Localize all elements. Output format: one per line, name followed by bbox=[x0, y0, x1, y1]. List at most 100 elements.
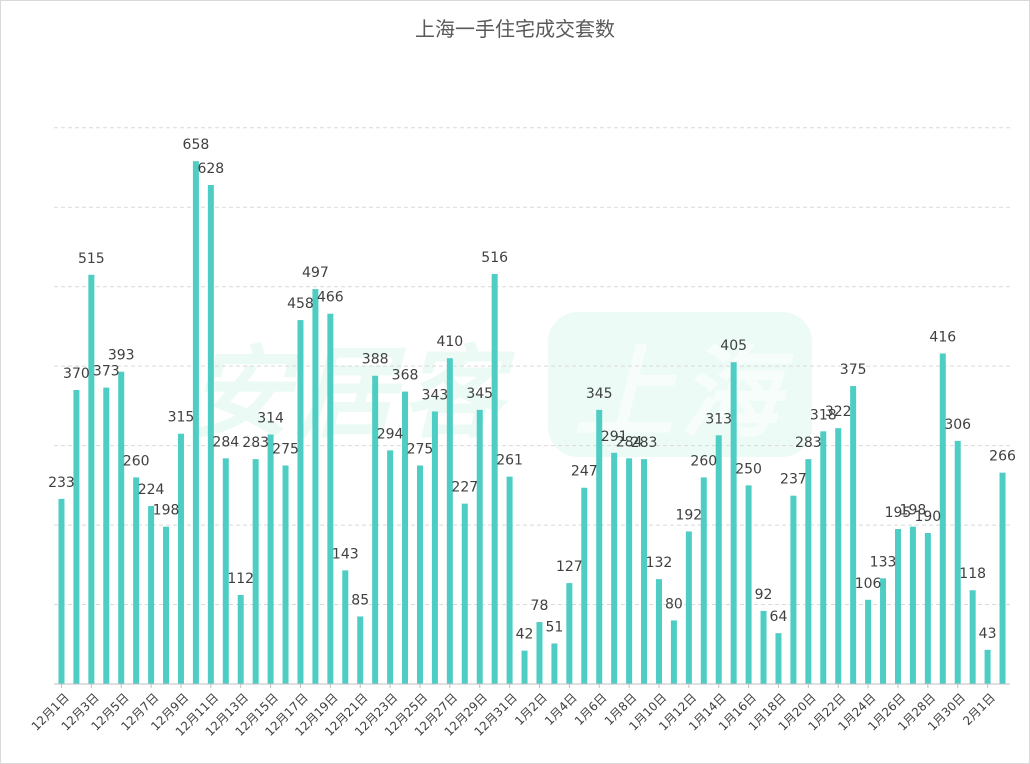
data-label: 458 bbox=[287, 296, 314, 312]
bar-12月29日[interactable] bbox=[476, 409, 483, 684]
data-label: 275 bbox=[272, 441, 299, 457]
data-label: 291 bbox=[601, 429, 628, 445]
bar-1月29日[interactable] bbox=[939, 353, 946, 684]
data-label: 294 bbox=[377, 426, 404, 442]
data-label: 497 bbox=[302, 265, 329, 281]
bar-12月28日[interactable] bbox=[461, 503, 468, 684]
bar-1月26日[interactable] bbox=[894, 529, 901, 684]
data-label: 313 bbox=[705, 411, 732, 427]
bar-1月12日[interactable] bbox=[685, 531, 692, 684]
bar-12月5日[interactable] bbox=[118, 371, 125, 684]
bar-12月26日[interactable] bbox=[431, 411, 438, 684]
bar-1月23日[interactable] bbox=[850, 386, 857, 684]
data-label: 375 bbox=[840, 362, 867, 378]
bar-12月16日[interactable] bbox=[282, 465, 289, 684]
bar-12月25日[interactable] bbox=[416, 465, 423, 684]
bar-1月1日[interactable] bbox=[521, 650, 528, 684]
bar-2月1日[interactable] bbox=[984, 649, 991, 684]
bar-12月31日[interactable] bbox=[506, 476, 513, 684]
data-label: 266 bbox=[989, 449, 1016, 465]
gridlines bbox=[54, 127, 1010, 606]
bar-12月6日[interactable] bbox=[133, 477, 140, 684]
bar-1月20日[interactable] bbox=[805, 459, 812, 684]
bar-12月21日[interactable] bbox=[357, 616, 364, 684]
bar-1月17日[interactable] bbox=[760, 610, 767, 684]
data-label: 283 bbox=[795, 435, 822, 451]
bars bbox=[58, 161, 1006, 684]
data-label: 227 bbox=[451, 480, 478, 496]
data-label: 143 bbox=[332, 546, 359, 562]
data-label: 64 bbox=[770, 609, 788, 625]
data-label: 318 bbox=[810, 407, 837, 423]
bar-1月4日[interactable] bbox=[566, 583, 573, 684]
bar-12月27日[interactable] bbox=[446, 358, 453, 684]
bar-1月7日[interactable] bbox=[611, 452, 618, 684]
data-label: 42 bbox=[516, 627, 534, 643]
bar-1月15日[interactable] bbox=[730, 362, 737, 684]
bar-12月17日[interactable] bbox=[297, 320, 304, 684]
bar-1月11日[interactable] bbox=[670, 620, 677, 684]
data-label: 250 bbox=[735, 461, 762, 477]
bar-12月10日[interactable] bbox=[192, 161, 199, 684]
bar-1月10日[interactable] bbox=[655, 579, 662, 684]
bar-1月31日[interactable] bbox=[969, 590, 976, 684]
bar-1月30日[interactable] bbox=[954, 440, 961, 684]
data-label: 92 bbox=[755, 587, 773, 603]
x-tick-label: 1月6日 bbox=[572, 690, 610, 728]
data-label: 261 bbox=[496, 453, 523, 469]
bar-12月11日[interactable] bbox=[207, 185, 214, 684]
bar-12月19日[interactable] bbox=[327, 313, 334, 684]
data-label: 284 bbox=[212, 434, 239, 450]
bar-12月4日[interactable] bbox=[103, 387, 110, 684]
bar-1月28日[interactable] bbox=[924, 533, 931, 684]
data-label: 192 bbox=[675, 507, 702, 523]
data-label: 283 bbox=[631, 435, 658, 451]
bar-12月24日[interactable] bbox=[402, 391, 409, 684]
bar-1月5日[interactable] bbox=[581, 487, 588, 684]
bar-1月2日[interactable] bbox=[536, 622, 543, 684]
data-label: 233 bbox=[48, 475, 75, 491]
bar-2月2日[interactable] bbox=[999, 472, 1006, 684]
bar-12月12日[interactable] bbox=[222, 458, 229, 684]
bar-1月13日[interactable] bbox=[700, 477, 707, 684]
bar-1月21日[interactable] bbox=[820, 431, 827, 684]
bar-1月14日[interactable] bbox=[715, 435, 722, 684]
bar-12月3日[interactable] bbox=[88, 274, 95, 684]
bar-12月1日[interactable] bbox=[58, 498, 65, 684]
bar-12月8日[interactable] bbox=[163, 526, 170, 684]
bar-1月22日[interactable] bbox=[835, 428, 842, 684]
data-label: 373 bbox=[93, 364, 120, 380]
data-label: 198 bbox=[153, 503, 180, 519]
bar-12月18日[interactable] bbox=[312, 289, 319, 684]
data-label: 306 bbox=[944, 417, 971, 433]
bar-12月15日[interactable] bbox=[267, 434, 274, 684]
bar-1月27日[interactable] bbox=[909, 526, 916, 684]
bar-12月13日[interactable] bbox=[237, 595, 244, 684]
data-label: 315 bbox=[168, 410, 195, 426]
bar-12月2日[interactable] bbox=[73, 390, 80, 684]
bar-1月16日[interactable] bbox=[745, 485, 752, 684]
bar-1月19日[interactable] bbox=[790, 495, 797, 684]
x-tick-label: 1月4日 bbox=[542, 690, 580, 728]
data-label: 370 bbox=[63, 366, 90, 382]
bar-12月23日[interactable] bbox=[387, 450, 394, 684]
data-label: 85 bbox=[351, 592, 369, 608]
bar-12月30日[interactable] bbox=[491, 274, 498, 684]
bar-1月3日[interactable] bbox=[551, 643, 558, 684]
bar-1月18日[interactable] bbox=[775, 633, 782, 684]
data-label: 466 bbox=[317, 290, 344, 306]
data-label: 314 bbox=[257, 411, 284, 427]
bar-1月24日[interactable] bbox=[865, 599, 872, 684]
bar-12月14日[interactable] bbox=[252, 459, 259, 684]
bar-12月9日[interactable] bbox=[177, 433, 184, 684]
bar-12月22日[interactable] bbox=[372, 375, 379, 684]
bar-12月20日[interactable] bbox=[342, 570, 349, 684]
bar-1月8日[interactable] bbox=[626, 458, 633, 684]
x-tick-labels: 12月1日12月3日12月5日12月7日12月9日12月11日12月13日12月… bbox=[29, 684, 998, 739]
bar-12月7日[interactable] bbox=[148, 506, 155, 684]
bar-1月9日[interactable] bbox=[641, 459, 648, 684]
data-label: 132 bbox=[646, 555, 673, 571]
bar-1月6日[interactable] bbox=[596, 409, 603, 684]
data-label: 405 bbox=[720, 338, 747, 354]
bar-1月25日[interactable] bbox=[880, 578, 887, 684]
